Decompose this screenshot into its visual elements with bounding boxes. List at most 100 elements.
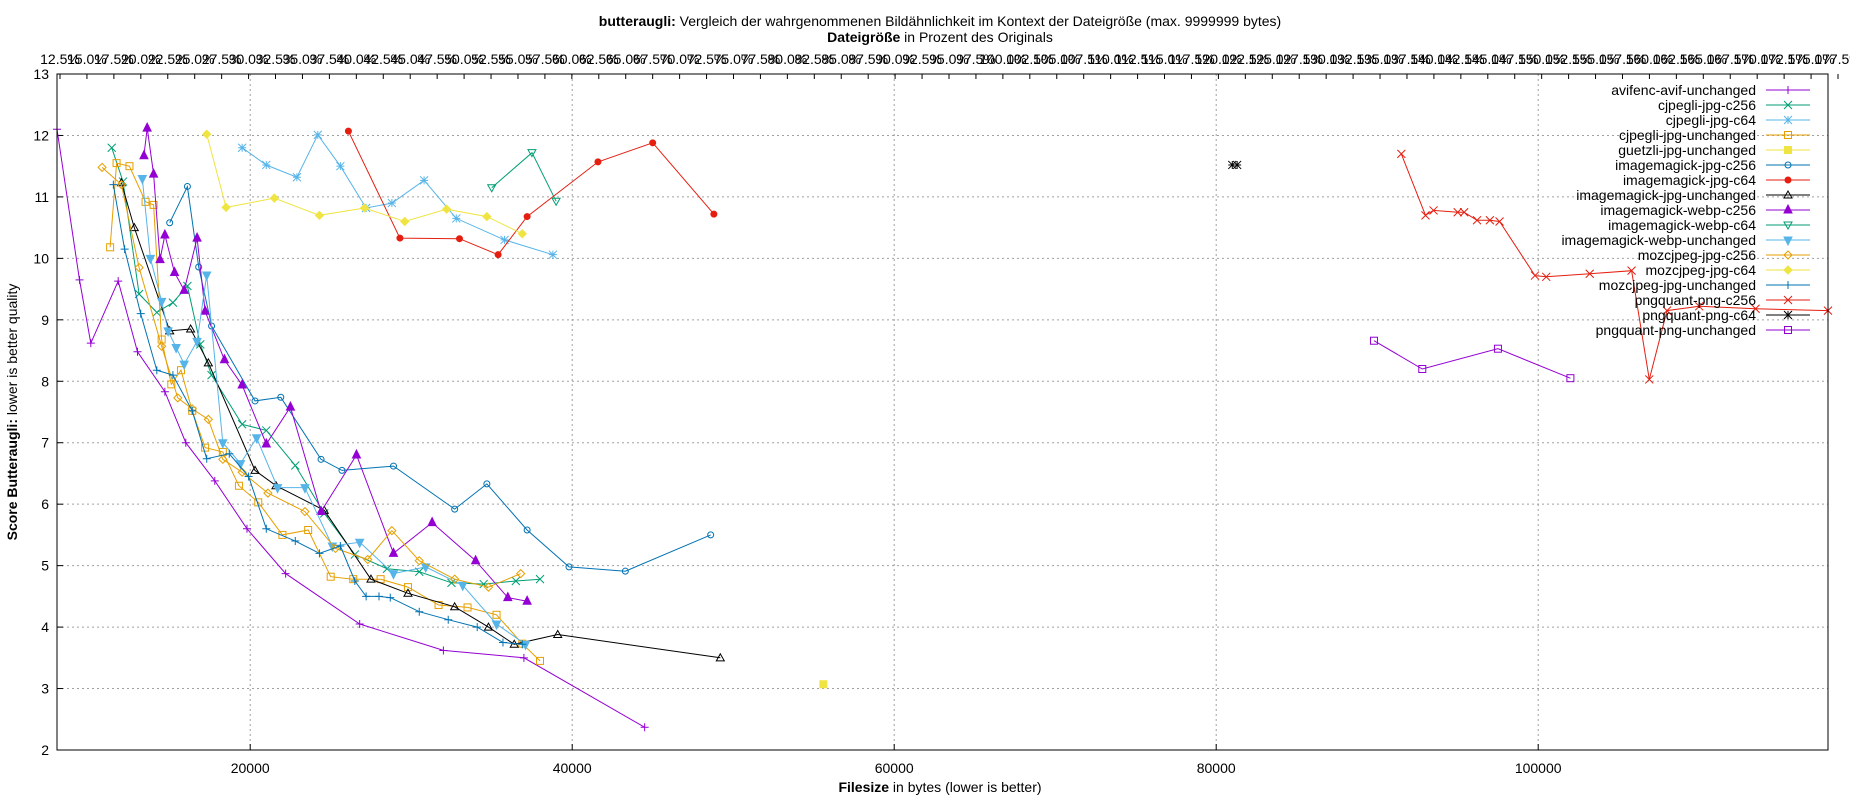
x2-tick-label: 120.0% [1195,51,1242,67]
x2-tick-label: 160.0% [1626,51,1673,67]
legend-label: imagemagick-webp-unchanged [1561,232,1756,248]
legend-label: imagemagick-jpg-unchanged [1576,187,1756,203]
data-point [237,419,247,429]
x2-tick-label: 125.0% [1249,51,1296,67]
series-group [53,121,1833,732]
data-point [350,577,359,585]
series-imagemagick-jpg-c64 [344,127,718,259]
x2-tick-label: 132.5% [1329,51,1376,67]
data-point [75,275,84,284]
data-point [183,182,191,190]
data-point [483,622,494,631]
data-point [502,591,513,602]
data-point [192,231,202,242]
data-point [515,568,526,579]
y-tick-label: 3 [41,681,49,697]
series-cjpegli-jpg-c256 [107,143,545,589]
data-point [363,554,373,565]
data-point [362,592,371,601]
x-tick-label: 60000 [875,760,914,776]
data-point [1493,344,1502,353]
data-point [523,213,531,221]
data-point [137,174,148,185]
data-point [388,547,399,557]
x2-tick-label: 65.0% [606,51,646,67]
x2-tick-label: 20.0% [121,51,161,67]
data-point [1783,189,1793,199]
data-point [500,235,509,245]
data-point [195,263,203,271]
x2-tick-label: 70.0% [660,51,700,67]
series-line [206,134,523,235]
data-point [116,179,127,190]
x2-tick-label: 52.5% [471,51,511,67]
legend-label: pngquant-png-c256 [1635,292,1757,308]
x2-tick-label: 12.5% [40,51,80,67]
data-point [192,337,202,348]
data-point [210,476,219,485]
data-point [134,262,144,273]
data-point [439,646,448,655]
data-point [1783,100,1793,110]
y-tick-label: 9 [41,312,49,328]
legend-item: imagemagick-webp-c64 [1608,217,1810,233]
data-point [251,397,259,405]
x2-tick-label: 102.5% [1006,51,1053,67]
data-point [536,656,544,665]
x2-tick-label: 147.5% [1491,51,1538,67]
x-tick-label: 40000 [553,760,592,776]
x2-tick-label: 80.0% [768,51,808,67]
data-point [527,149,537,158]
series-line [143,128,528,602]
data-point [242,524,251,533]
x2-tick-label: 162.5% [1653,51,1700,67]
y-tick-label: 13 [33,66,49,82]
data-point [176,366,185,375]
data-point [160,228,170,239]
x2-tick-label: 135.0% [1356,51,1403,67]
x2-tick-label: 75.0% [714,51,754,67]
series-line [491,151,557,202]
legend-item: pngquant-png-c256 [1635,292,1810,308]
x2-tick-label: 37.5% [310,51,350,67]
x2-tick-label: 107.5% [1060,51,1107,67]
data-point [1585,269,1595,279]
data-point [107,143,117,153]
x2-tick-label: 82.5% [794,51,834,67]
legend-item: cjpegli-jpg-c256 [1658,97,1810,113]
y-tick-label: 6 [41,496,49,512]
data-point [142,121,152,132]
x2-tick-label: 25.0% [175,51,215,67]
data-point [336,541,345,550]
data-point [129,222,140,232]
data-point [315,549,324,558]
data-point [133,347,142,356]
data-point [1783,250,1793,260]
x2-tick-label: 97.5% [956,51,996,67]
data-point [1784,161,1792,169]
data-point [125,162,134,171]
legend-item: mozcjpeg-jpg-unchanged [1599,277,1810,293]
x2-tick-label: 165.0% [1680,51,1727,67]
series-imagemagick-webp-c256 [139,121,532,605]
x2-tick-label: 50.0% [444,51,484,67]
x2-tick-label: 117.5% [1168,51,1214,67]
data-point [565,563,573,571]
series-cjpegli-jpg-unchanged [106,159,544,665]
legend-label: pngquant-png-c64 [1642,307,1756,323]
series-imagemagick-jpg-c256 [166,182,715,575]
data-point [707,531,715,539]
data-point [326,572,335,581]
data-point [300,506,310,517]
x2-tick-label: 77.5% [741,51,781,67]
data-point [152,366,161,375]
data-point [1369,336,1378,345]
data-point [482,211,492,222]
data-point [354,538,365,549]
data-point [106,243,115,252]
data-point [285,400,296,411]
data-point [434,600,443,609]
x2-tick-label: 67.5% [633,51,673,67]
